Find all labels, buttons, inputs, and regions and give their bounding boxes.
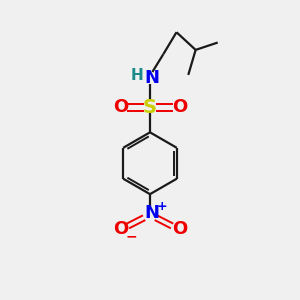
Text: O: O [113, 220, 128, 238]
Text: H: H [130, 68, 143, 83]
Text: O: O [172, 220, 187, 238]
Text: S: S [143, 98, 157, 117]
Text: O: O [113, 98, 128, 116]
Text: O: O [172, 98, 187, 116]
Text: −: − [126, 229, 137, 243]
Text: +: + [157, 200, 168, 213]
Text: N: N [144, 204, 159, 222]
Text: N: N [145, 69, 160, 87]
